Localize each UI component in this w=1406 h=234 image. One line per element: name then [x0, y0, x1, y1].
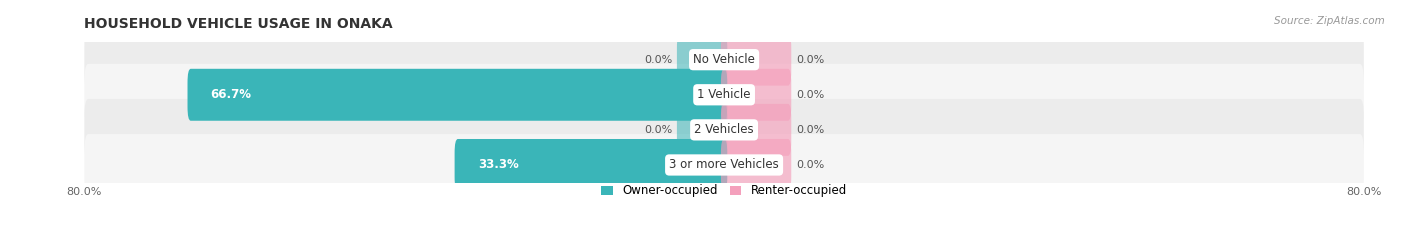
Text: 0.0%: 0.0% — [644, 125, 672, 135]
Text: Source: ZipAtlas.com: Source: ZipAtlas.com — [1274, 16, 1385, 26]
Text: 0.0%: 0.0% — [796, 160, 824, 170]
Text: 2 Vehicles: 2 Vehicles — [695, 123, 754, 136]
FancyBboxPatch shape — [721, 34, 792, 86]
FancyBboxPatch shape — [721, 69, 792, 121]
FancyBboxPatch shape — [84, 134, 1364, 196]
Legend: Owner-occupied, Renter-occupied: Owner-occupied, Renter-occupied — [596, 179, 852, 202]
Text: HOUSEHOLD VEHICLE USAGE IN ONAKA: HOUSEHOLD VEHICLE USAGE IN ONAKA — [84, 17, 394, 31]
Text: 0.0%: 0.0% — [796, 125, 824, 135]
FancyBboxPatch shape — [454, 139, 727, 191]
FancyBboxPatch shape — [676, 34, 727, 86]
FancyBboxPatch shape — [721, 104, 792, 156]
Text: No Vehicle: No Vehicle — [693, 53, 755, 66]
FancyBboxPatch shape — [721, 139, 792, 191]
Text: 33.3%: 33.3% — [478, 158, 519, 172]
Text: 0.0%: 0.0% — [644, 55, 672, 65]
FancyBboxPatch shape — [84, 29, 1364, 91]
Text: 0.0%: 0.0% — [796, 90, 824, 100]
FancyBboxPatch shape — [84, 99, 1364, 161]
FancyBboxPatch shape — [84, 64, 1364, 126]
FancyBboxPatch shape — [676, 104, 727, 156]
Text: 1 Vehicle: 1 Vehicle — [697, 88, 751, 101]
Text: 3 or more Vehicles: 3 or more Vehicles — [669, 158, 779, 172]
Text: 66.7%: 66.7% — [211, 88, 252, 101]
Text: 0.0%: 0.0% — [796, 55, 824, 65]
FancyBboxPatch shape — [187, 69, 727, 121]
